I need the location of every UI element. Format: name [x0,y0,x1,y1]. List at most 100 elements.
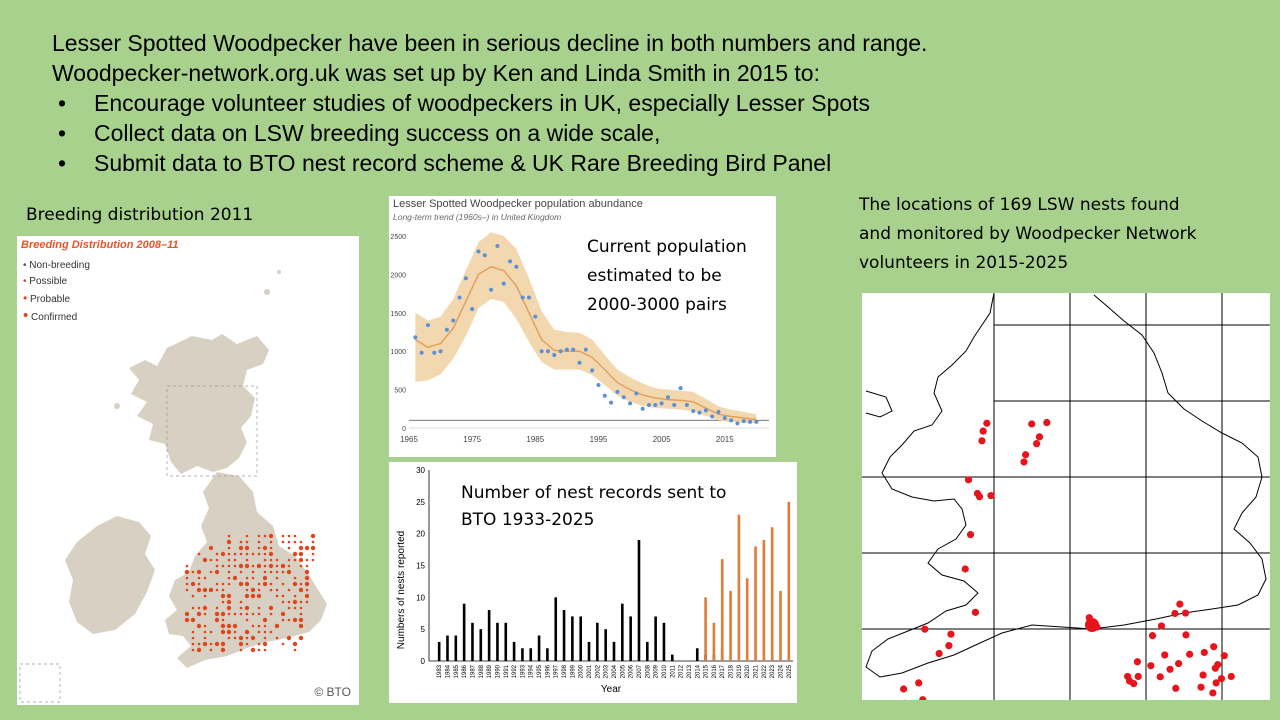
nests-x-tick: 1987 [470,664,476,678]
distribution-dot [214,611,220,617]
nests-x-tick: 2023 [770,664,776,678]
distribution-dot [292,599,298,605]
nests-x-tick: 2014 [695,664,701,678]
ireland-landmass [65,516,155,634]
distribution-dot [184,617,190,623]
distribution-dot [191,636,195,640]
nest-location-dot [1161,651,1169,659]
distribution-dot [244,563,250,569]
distribution-dot [238,545,244,551]
distribution-dot [281,618,285,622]
distribution-dot [269,630,273,634]
nests-bar [770,527,774,661]
distribution-dot [257,534,261,538]
distribution-dot [197,552,201,556]
nests-bar [737,514,741,661]
intro-text: Lesser Spotted Woodpecker have been in s… [52,28,1232,178]
nests-x-tick: 2018 [729,664,735,678]
annotation-line: Number of nest records sent to [461,483,727,503]
caption-line: volunteers in 2015-2025 [859,253,1069,273]
nest-location-dot [1175,659,1183,668]
distribution-dot [304,545,310,551]
distribution-dot [209,570,213,574]
distribution-dot [293,606,297,610]
abundance-y-tick: 2000 [390,272,406,279]
distribution-dot [208,587,214,593]
nest-location-dot [1172,684,1180,692]
distribution-dot [299,582,303,586]
distribution-dot [304,593,310,599]
distribution-dot [239,570,243,574]
nests-bar [512,641,516,661]
distribution-dot [221,618,225,622]
abundance-point [710,414,715,419]
abundance-y-tick: 0 [402,426,406,433]
abundance-point [590,368,595,373]
nests-bar [446,635,449,661]
nests-y-tick: 15 [416,562,425,571]
abundance-point [432,350,437,355]
distribution-dot [286,569,292,575]
distribution-dot [245,540,249,544]
nests-y-tick: 25 [416,498,425,507]
locations-map [862,293,1270,700]
nest-location-dot [1022,451,1030,459]
nests-bar [662,622,666,661]
distribution-dot [298,623,304,629]
distribution-dot [281,594,285,598]
nest-location-dot [900,685,908,693]
distribution-map [19,270,327,703]
distribution-dot [280,563,286,569]
abundance-point [716,409,721,414]
nests-x-tick: 2008 [645,664,651,678]
nest-location-dot [1133,658,1141,666]
distribution-dot [227,582,231,586]
abundance-x-tick: 1985 [526,435,544,444]
distribution-dot [262,617,268,623]
nest-location-dot [1209,689,1217,697]
distribution-legend: • Non-breeding • Possible • Probable • C… [23,258,90,326]
nests-x-tick: 2004 [612,664,618,678]
distribution-dot [262,581,268,587]
distribution-dot [226,629,232,635]
distribution-dot [268,563,274,569]
distribution-dot [185,564,189,568]
nest-location-dot [1197,683,1205,691]
distribution-dot [298,545,304,551]
distribution-dot [251,570,255,574]
legend-label: Possible [29,276,68,287]
nests-x-tick: 1996 [545,664,551,678]
nests-x-labels: 1983 1984 1985 1986 1987 1988 1989 1990 1991 1992… [437,664,793,678]
nests-x-tick: 1990 [495,664,501,678]
distribution-dot [269,582,273,586]
distribution-dot [209,630,213,634]
legend-label: Confirmed [31,312,78,323]
distribution-dot [239,612,243,616]
distribution-dot [209,558,213,562]
abundance-x-tick: 2005 [653,435,671,444]
abundance-y-tick: 2500 [390,234,406,241]
nests-x-tick: 2017 [720,664,726,678]
abundance-point [470,306,475,311]
distribution-dot [220,593,226,599]
abundance-point [527,295,531,300]
distribution-dot [226,605,232,611]
distribution-dot [220,641,226,647]
abundance-annotation: Current population estimated to be 2000-… [587,233,747,320]
nest-location-dot [1156,673,1164,681]
distribution-dot [251,552,255,556]
nests-panel: 0 5 10 15 20 25 30 1983 1984 1985 1986 1987 1988 198… [389,462,797,703]
distribution-dot [257,582,261,586]
nest-location-dot [1199,671,1207,679]
caption-line: and monitored by Woodpecker Network [859,224,1197,244]
abundance-point [413,335,418,340]
distribution-dot [203,630,207,634]
distribution-dot [287,588,291,592]
distribution-dot [196,611,202,617]
distribution-dot [287,540,291,544]
distribution-dot [226,539,232,545]
distribution-dot [263,570,267,574]
abundance-point [451,318,456,323]
distribution-dot [311,552,315,556]
abundance-point [419,350,424,355]
